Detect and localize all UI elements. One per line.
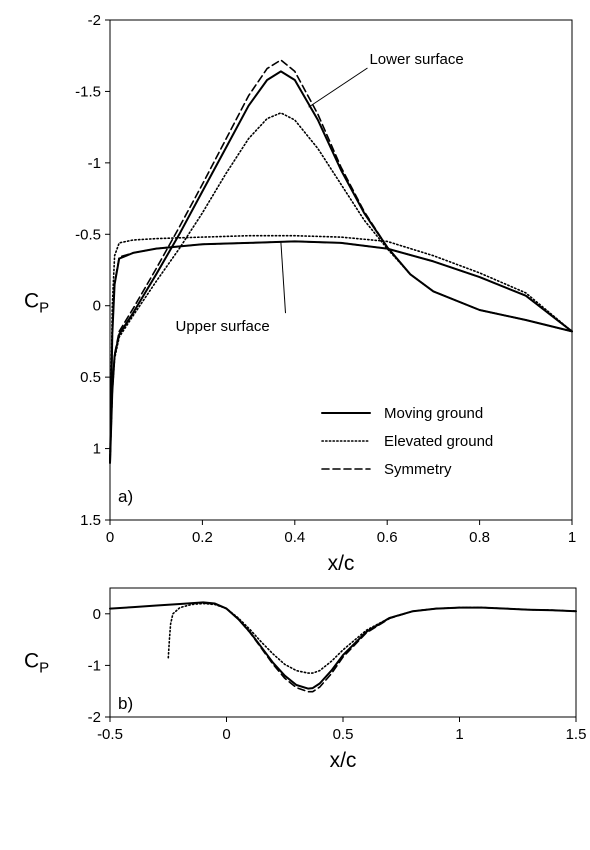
panel-a-y-axis-label: CP — [24, 290, 49, 317]
legend-label-moving-ground: Moving ground — [384, 405, 483, 422]
series-symmetry-upper-surface-line — [109, 240, 573, 464]
a-y-tick-label-0: 0 — [93, 298, 101, 315]
a-y-tick-label-1-5: 1.5 — [80, 512, 101, 529]
panel-b-x-axis-label: x/c — [330, 749, 357, 772]
panel-b-y-axis-label-sub: P — [39, 659, 49, 676]
a-x-tick-label-0-4: 0.4 — [284, 529, 305, 546]
panel-b: -0.5 0 0.5 1 1.5 0 -1 -2 b) x/c CP — [24, 587, 587, 772]
panel-b-label: b) — [118, 694, 133, 713]
legend-label-elevated-ground: Elevated ground — [384, 433, 493, 450]
panel-b-y-axis-label: CP — [24, 649, 49, 676]
b-x-tick-label-0: 0 — [222, 726, 230, 743]
b-x-tick-label-1-5: 1.5 — [566, 726, 587, 743]
annotation-upper-surface-leader — [280, 242, 286, 314]
b-y-tick-label-1: -1 — [88, 657, 101, 674]
series-moving-ground-line — [109, 601, 577, 690]
panel-a: 0 0.2 0.4 0.6 0.8 1 -2 -1.5 -1 -0.5 0 0.5 1 1.5 Lower… — [24, 12, 576, 575]
b-x-tick-label-1: 1 — [455, 726, 463, 743]
panel-b-plot-frame — [109, 587, 577, 718]
series-elevated-ground-upper-surface-line — [109, 234, 573, 464]
a-x-tick-label-0: 0 — [106, 529, 114, 546]
a-x-tick-label-1: 1 — [568, 529, 576, 546]
panel-a-label: a) — [118, 487, 133, 506]
panel-a-plot-frame — [109, 19, 573, 521]
b-y-tick-label-2: -2 — [88, 709, 101, 726]
series-moving-ground-lower-surface-line — [109, 70, 573, 464]
a-y-tick-label-0-5: 0.5 — [80, 369, 101, 386]
a-x-tick-label-0-2: 0.2 — [192, 529, 213, 546]
annotation-lower-surface-leader — [308, 67, 368, 108]
panel-a-y-axis-label-sub: P — [39, 300, 49, 317]
a-y-tick-label-2: -2 — [88, 12, 101, 29]
series-elevated-ground-line — [167, 602, 577, 674]
a-y-tick-label-1-5: -1.5 — [75, 83, 101, 100]
series-symmetry-line — [202, 602, 577, 693]
a-x-tick-label-0-6: 0.6 — [377, 529, 398, 546]
annotation-upper-surface: Upper surface — [176, 318, 270, 335]
series-symmetry-lower-surface-line — [109, 59, 573, 464]
a-y-tick-label-1: -1 — [88, 155, 101, 172]
series-moving-ground-upper-surface-line — [109, 240, 573, 464]
a-x-tick-label-0-8: 0.8 — [469, 529, 490, 546]
panel-a-x-axis-label: x/c — [328, 552, 355, 575]
b-y-tick-label-0: 0 — [93, 606, 101, 623]
panel-a-y-axis-label-main: C — [24, 290, 39, 313]
panel-b-y-axis-label-main: C — [24, 649, 39, 672]
panel-a-legend: Moving ground Elevated ground Symmetry — [321, 405, 493, 478]
annotation-lower-surface: Lower surface — [369, 51, 463, 68]
b-x-tick-label-0-5: -0.5 — [97, 726, 123, 743]
a-y-tick-label-1: 1 — [93, 441, 101, 458]
legend-label-symmetry: Symmetry — [384, 461, 452, 478]
b-x-tick-label-0-5: 0.5 — [333, 726, 354, 743]
a-y-tick-label-0-5: -0.5 — [75, 226, 101, 243]
